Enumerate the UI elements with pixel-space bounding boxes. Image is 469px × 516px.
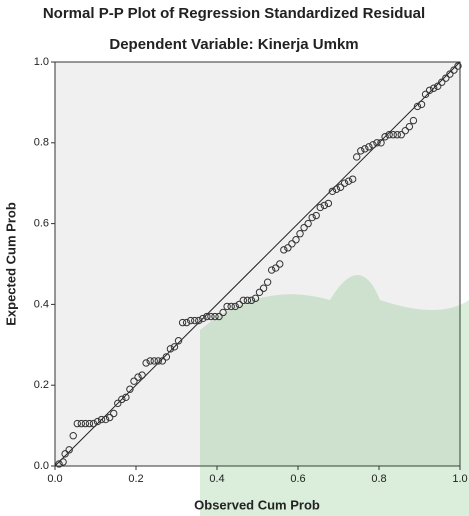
y-tick-label: 0.4 bbox=[34, 298, 49, 310]
chart: Normal P-P Plot of Regression Standardiz… bbox=[0, 0, 469, 516]
x-tick-label: 1.0 bbox=[452, 473, 467, 485]
y-axis-label: Expected Cum Prob bbox=[3, 202, 18, 326]
x-axis-label: Observed Cum Prob bbox=[194, 497, 320, 512]
y-tick-label: 0.8 bbox=[34, 137, 49, 149]
y-tick-label: 1.0 bbox=[34, 56, 49, 68]
watermark bbox=[200, 275, 469, 516]
chart-title: Normal P-P Plot of Regression Standardiz… bbox=[43, 5, 425, 22]
x-tick-label: 0.8 bbox=[371, 473, 386, 485]
x-tick-label: 0.6 bbox=[290, 473, 305, 485]
page: {"chart_data": {"type": "scatter", "titl… bbox=[0, 0, 469, 516]
y-tick-label: 0.0 bbox=[34, 460, 49, 472]
y-tick-label: 0.6 bbox=[34, 218, 49, 230]
x-tick-label: 0.4 bbox=[209, 473, 224, 485]
chart-subtitle: Dependent Variable: Kinerja Umkm bbox=[109, 36, 358, 53]
x-tick-label: 0.2 bbox=[128, 473, 143, 485]
x-tick-label: 0.0 bbox=[47, 473, 62, 485]
y-tick-label: 0.2 bbox=[34, 379, 49, 391]
